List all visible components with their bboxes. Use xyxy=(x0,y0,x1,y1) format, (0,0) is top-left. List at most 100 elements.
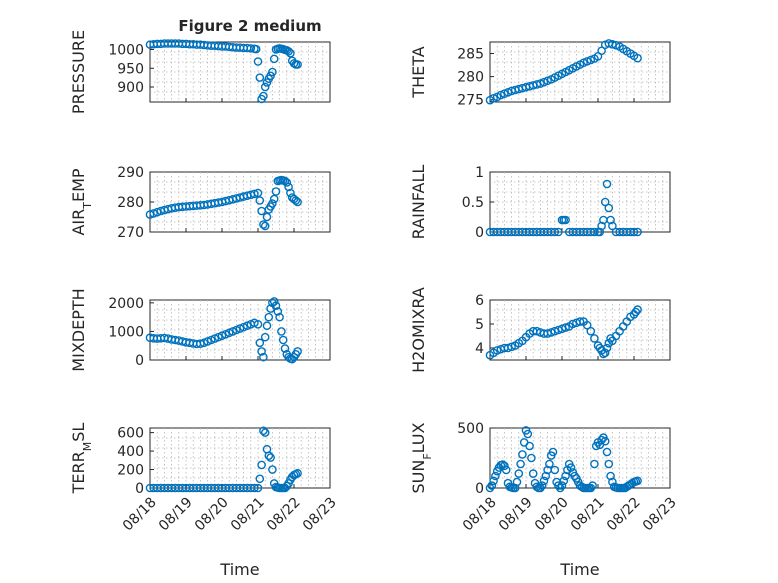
data-point xyxy=(597,221,606,231)
series-markers xyxy=(485,39,642,105)
y-tick-label: 285 xyxy=(457,47,484,63)
data-point xyxy=(543,329,552,338)
data-point xyxy=(633,305,642,314)
data-point xyxy=(597,46,606,56)
data-point xyxy=(561,215,570,225)
panel-1: 900 950 1000 PRESSURE xyxy=(69,30,331,114)
data-point xyxy=(284,47,293,56)
data-point xyxy=(275,312,284,322)
data-point xyxy=(286,188,295,198)
data-point xyxy=(253,483,263,493)
data-point xyxy=(590,459,599,469)
data-point xyxy=(555,483,565,493)
y-tick-label: 0 xyxy=(135,481,144,497)
data-point xyxy=(602,343,612,353)
x-axis-label: Time xyxy=(559,560,599,579)
data-point xyxy=(561,471,570,481)
data-point xyxy=(545,459,554,469)
data-point xyxy=(514,469,524,478)
data-point xyxy=(606,215,615,225)
data-point xyxy=(561,323,570,332)
data-point xyxy=(489,476,498,486)
data-point xyxy=(293,468,302,478)
data-point xyxy=(566,463,576,472)
y-tick-label: 5 xyxy=(475,317,484,333)
y-tick-label: 0.5 xyxy=(462,195,484,211)
series-markers xyxy=(485,426,642,493)
data-point xyxy=(631,307,641,317)
data-point xyxy=(629,227,639,237)
data-point xyxy=(268,199,277,208)
data-point xyxy=(550,465,560,475)
y-tick-label: 280 xyxy=(117,195,144,211)
data-point xyxy=(255,73,265,82)
y-tick-label: 290 xyxy=(117,165,144,181)
data-point xyxy=(271,187,281,196)
y-tick-label: 900 xyxy=(117,80,144,96)
data-point xyxy=(570,471,579,481)
data-point xyxy=(269,54,279,64)
data-point xyxy=(590,334,599,343)
axes-frame xyxy=(149,41,331,103)
data-point xyxy=(604,203,614,213)
data-point xyxy=(586,483,596,493)
data-point xyxy=(257,460,266,470)
data-point xyxy=(145,210,155,219)
data-point xyxy=(554,227,563,237)
data-point xyxy=(260,82,270,92)
y-axis-label: PRESSURE xyxy=(69,30,88,114)
data-point xyxy=(268,465,277,474)
y-tick-label: 280 xyxy=(457,70,484,86)
data-point xyxy=(259,352,268,362)
data-point xyxy=(253,57,263,66)
data-point xyxy=(588,481,597,490)
data-point xyxy=(575,317,585,326)
data-point xyxy=(527,453,536,463)
data-point xyxy=(546,328,556,337)
y-tick-label: 1 xyxy=(475,165,484,181)
data-point xyxy=(259,91,268,101)
y-axis-label: H2OMIXRA xyxy=(409,287,428,373)
data-point xyxy=(510,483,520,493)
y-tick-label: 275 xyxy=(457,93,484,109)
data-point xyxy=(633,476,642,486)
data-point xyxy=(532,326,542,336)
panel-2: 275 280 285 THETA xyxy=(409,39,671,109)
y-tick-label: 0 xyxy=(475,225,484,241)
data-point xyxy=(528,469,538,478)
y-axis-label: THETA xyxy=(409,46,428,98)
data-point xyxy=(633,53,642,63)
data-point xyxy=(255,338,265,348)
data-point xyxy=(554,481,563,490)
data-point xyxy=(606,334,615,343)
data-point xyxy=(568,319,578,329)
data-point xyxy=(516,459,525,469)
y-tick-label: 600 xyxy=(117,426,144,442)
data-point xyxy=(539,476,549,486)
data-point xyxy=(597,435,606,445)
data-point xyxy=(536,483,545,493)
y-tick-label: 270 xyxy=(117,225,144,241)
y-axis-label: RAINFALL xyxy=(409,165,428,240)
y-tick-label: 2000 xyxy=(108,296,144,312)
axes-frame xyxy=(149,427,331,489)
data-point xyxy=(293,197,302,207)
data-point xyxy=(291,196,301,205)
data-point xyxy=(541,471,551,481)
series-markers xyxy=(145,39,302,104)
series-markers xyxy=(485,305,642,360)
data-point xyxy=(557,481,567,490)
y-tick-label: 6 xyxy=(475,293,484,309)
data-point xyxy=(600,197,610,207)
axes-frame xyxy=(489,299,671,361)
data-point xyxy=(599,349,608,359)
series-markers xyxy=(485,179,642,237)
data-point xyxy=(253,319,263,329)
data-point xyxy=(532,482,542,492)
data-point xyxy=(590,227,599,237)
data-point xyxy=(608,221,617,231)
data-point xyxy=(548,447,558,457)
y-axis-label: SUNFLUX xyxy=(409,422,434,493)
data-point xyxy=(582,320,592,330)
